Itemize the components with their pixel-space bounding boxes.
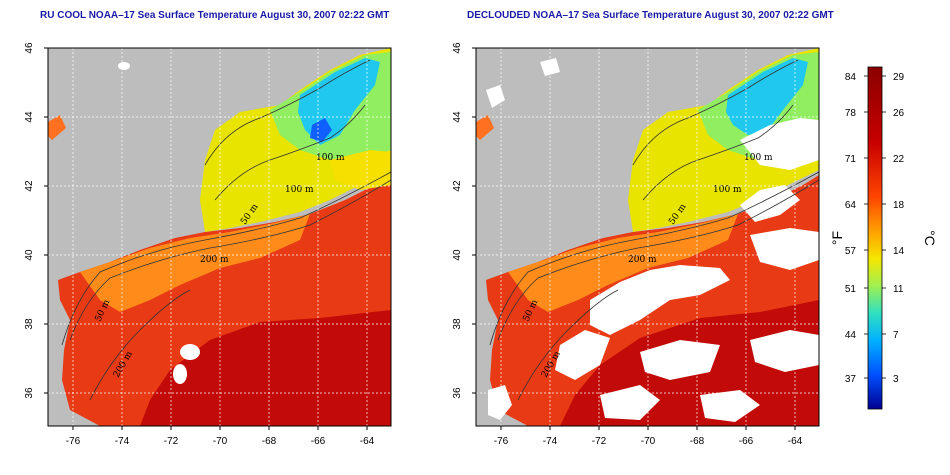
celsius-tick-label: 26 — [893, 108, 905, 119]
cloud-mask — [740, 118, 819, 170]
contour-200m-b — [497, 179, 820, 341]
fahrenheit-tick-label: 57 — [845, 246, 857, 257]
celsius-tick-label: 7 — [893, 330, 899, 341]
lon-tick-label: -76 — [494, 436, 509, 447]
lat-tick-label: 40 — [452, 249, 463, 261]
fahrenheit-tick-label: 78 — [845, 108, 857, 119]
lat-tick-label: 36 — [452, 387, 463, 399]
lon-tick-label: -70 — [213, 436, 228, 447]
lat-tick-label: 38 — [24, 318, 35, 330]
fahrenheit-tick-label: 84 — [845, 72, 857, 83]
cloud-mask — [540, 58, 560, 76]
grid-lines — [48, 48, 391, 426]
lon-tick-label: -74 — [543, 436, 558, 447]
panel-left-title: RU COOL NOAA–17 Sea Surface Temperature … — [40, 10, 390, 21]
contour-south — [89, 289, 191, 401]
panel-left-map: 100 m 100 m 50 m 200 m 50 m 200 m -7 — [24, 42, 392, 447]
lon-tick-label: -64 — [360, 436, 375, 447]
celsius-tick-label: 29 — [893, 72, 905, 83]
panel-right-title: DECLOUDED NOAA–17 Sea Surface Temperatur… — [467, 10, 834, 21]
ocean-coldest-region — [726, 58, 808, 135]
lat-tick-label: 40 — [24, 249, 35, 261]
ocean-hot-region — [140, 310, 391, 426]
contour-label: 200 m — [628, 255, 657, 265]
contour-label: 100 m — [744, 153, 773, 163]
cloud-mask — [700, 390, 760, 422]
lon-tick-label: -70 — [641, 436, 656, 447]
contour-label: 200 m — [200, 255, 229, 265]
lon-tick-label: -64 — [788, 436, 803, 447]
cloud-patch — [180, 344, 200, 360]
cloud-mask — [590, 265, 730, 335]
bathymetry-contours — [489, 59, 820, 401]
cloud-patch — [118, 62, 130, 70]
celsius-tick-label: 14 — [893, 246, 905, 257]
lon-tick-label: -76 — [66, 436, 81, 447]
lat-tick-label: 46 — [24, 42, 35, 54]
lon-tick-label: -68 — [690, 436, 705, 447]
ocean-shelf-band — [80, 214, 310, 312]
contour-50m — [632, 59, 799, 166]
fahrenheit-tick-label: 64 — [845, 200, 857, 211]
lake-feature — [476, 115, 494, 140]
celsius-tick-label: 18 — [893, 200, 905, 211]
celsius-tick-label: 22 — [893, 154, 905, 165]
lat-tick-label: 44 — [24, 111, 35, 123]
tick-marks — [44, 47, 368, 430]
lon-tick-label: -72 — [164, 436, 179, 447]
fahrenheit-tick-label: 37 — [845, 374, 857, 385]
lat-tick-label: 44 — [452, 111, 463, 123]
lake-feature — [48, 115, 66, 140]
lon-tick-label: -72 — [592, 436, 607, 447]
cloud-mask — [740, 185, 800, 222]
contour-200m-b — [69, 179, 392, 341]
fahrenheit-tick-label: 71 — [845, 154, 857, 165]
celsius-unit-label: °C — [922, 230, 938, 246]
cloud-mask — [488, 385, 512, 420]
fahrenheit-tick-label: 44 — [845, 330, 857, 341]
lat-tick-label: 46 — [452, 42, 463, 54]
contour-label: 100 m — [285, 185, 314, 195]
colorbar: 84 78 71 64 57 51 44 37 29 26 22 18 14 1… — [829, 66, 938, 410]
lon-tick-label: -66 — [311, 436, 326, 447]
cloud-patch — [173, 364, 187, 384]
contour-100m — [214, 104, 366, 201]
ocean-cold-spot — [310, 118, 332, 142]
bathymetry-contours — [61, 59, 392, 401]
celsius-tick-label: 11 — [893, 284, 904, 295]
ocean-shelf-band — [508, 214, 738, 312]
contour-label: 100 m — [316, 153, 345, 163]
cloud-mask — [486, 85, 505, 108]
lon-tick-label: -66 — [739, 436, 754, 447]
lat-tick-label: 42 — [24, 180, 35, 192]
cloud-mask — [555, 330, 610, 380]
contour-100m — [642, 104, 794, 201]
grid-lines — [476, 48, 819, 426]
cloud-mask — [640, 340, 720, 380]
lat-tick-label: 38 — [452, 318, 463, 330]
contour-label: 100 m — [713, 185, 742, 195]
contour-200m — [489, 171, 820, 346]
lat-tick-label: 42 — [452, 180, 463, 192]
lon-tick-label: -74 — [115, 436, 130, 447]
cloud-mask — [750, 228, 819, 270]
contour-south — [517, 289, 619, 401]
celsius-tick-label: 3 — [893, 374, 899, 385]
tick-marks — [472, 47, 796, 430]
contour-50m — [204, 59, 371, 166]
fahrenheit-tick-label: 51 — [845, 284, 857, 295]
panel-right-map: 100 m 100 m 50 m 200 m 50 m 200 m -76 -7 — [452, 42, 820, 447]
cloud-mask — [750, 330, 819, 372]
colorbar-scale — [867, 66, 883, 410]
lat-tick-label: 36 — [24, 387, 35, 399]
fahrenheit-unit-label: °F — [829, 231, 845, 245]
contour-200m — [61, 171, 392, 346]
lon-tick-label: -68 — [262, 436, 277, 447]
cloud-mask — [600, 385, 660, 420]
